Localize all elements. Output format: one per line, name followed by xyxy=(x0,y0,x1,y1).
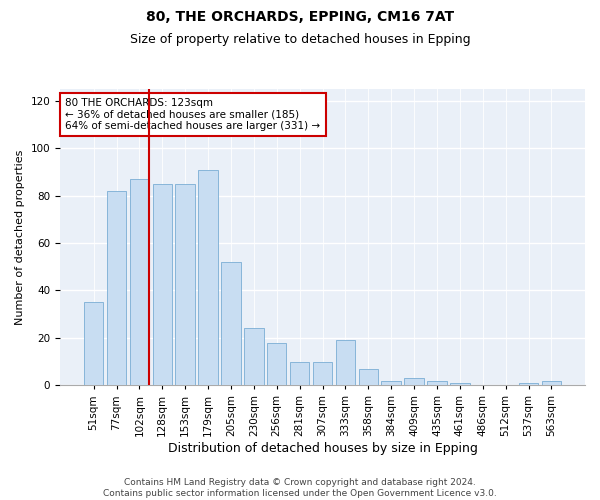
Bar xyxy=(313,362,332,386)
Bar xyxy=(199,170,218,386)
Bar xyxy=(519,383,538,386)
Bar xyxy=(404,378,424,386)
Text: 80 THE ORCHARDS: 123sqm
← 36% of detached houses are smaller (185)
64% of semi-d: 80 THE ORCHARDS: 123sqm ← 36% of detache… xyxy=(65,98,320,131)
Text: Size of property relative to detached houses in Epping: Size of property relative to detached ho… xyxy=(130,32,470,46)
Bar xyxy=(244,328,263,386)
Bar xyxy=(335,340,355,386)
X-axis label: Distribution of detached houses by size in Epping: Distribution of detached houses by size … xyxy=(167,442,478,455)
Bar xyxy=(359,368,378,386)
Text: 80, THE ORCHARDS, EPPING, CM16 7AT: 80, THE ORCHARDS, EPPING, CM16 7AT xyxy=(146,10,454,24)
Bar xyxy=(175,184,195,386)
Bar xyxy=(221,262,241,386)
Y-axis label: Number of detached properties: Number of detached properties xyxy=(15,150,25,325)
Bar xyxy=(290,362,310,386)
Bar xyxy=(450,383,470,386)
Bar xyxy=(84,302,103,386)
Bar xyxy=(427,380,446,386)
Bar xyxy=(382,380,401,386)
Bar xyxy=(107,191,126,386)
Bar xyxy=(542,380,561,386)
Bar xyxy=(130,179,149,386)
Text: Contains HM Land Registry data © Crown copyright and database right 2024.
Contai: Contains HM Land Registry data © Crown c… xyxy=(103,478,497,498)
Bar xyxy=(152,184,172,386)
Bar xyxy=(267,342,286,386)
